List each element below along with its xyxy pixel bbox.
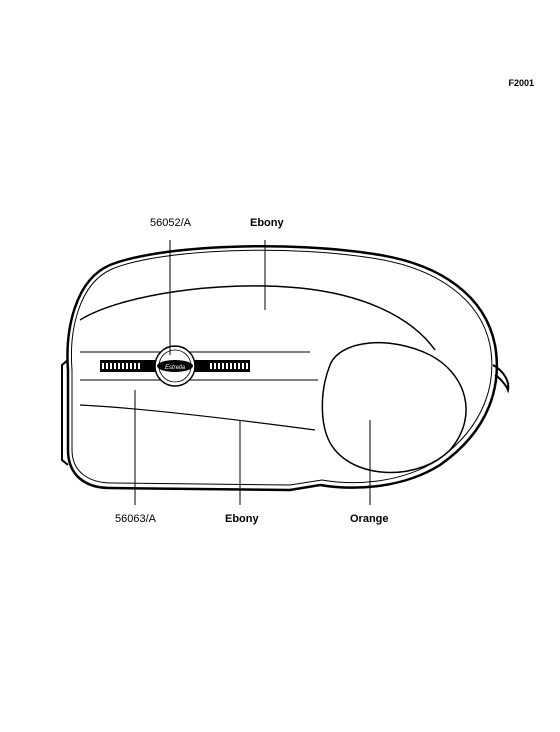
label-top-color: Ebony bbox=[250, 217, 284, 229]
fuel-tank-diagram: Estrella bbox=[40, 230, 520, 510]
label-top-part: 56052/A bbox=[150, 217, 191, 229]
label-bottom-color: Ebony bbox=[225, 513, 259, 525]
svg-text:Estrella: Estrella bbox=[165, 365, 186, 371]
label-bottom-part: 56063/A bbox=[115, 513, 156, 525]
label-circle-color: Orange bbox=[350, 513, 389, 525]
page-code: F2001 bbox=[508, 78, 534, 88]
